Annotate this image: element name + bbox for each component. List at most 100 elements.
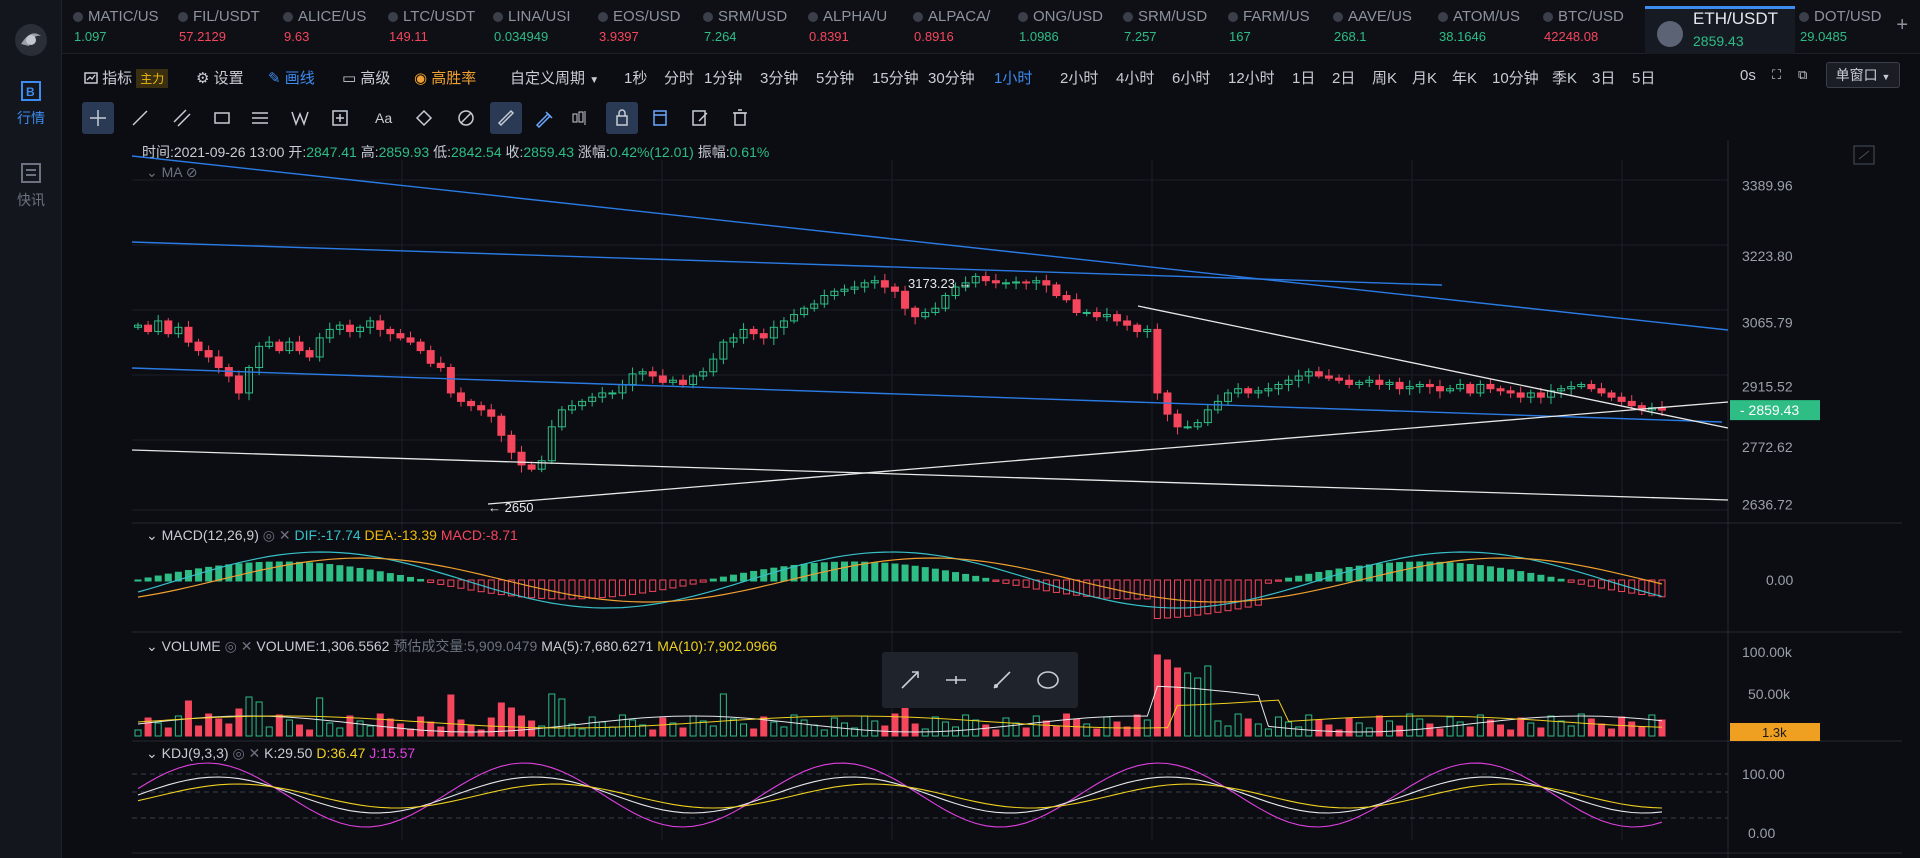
collapse-icon[interactable]: ⌄ [146,164,158,180]
settings-button[interactable]: ⚙ 设置 [196,67,244,88]
volume-bar [1264,728,1272,737]
delete-tool[interactable] [724,102,756,134]
macd-bar [1547,576,1555,582]
ticker-srmusd[interactable]: SRM/USD 7.264 [700,8,804,48]
period-option[interactable]: 分时 [664,70,695,87]
ticker-filusdt[interactable]: FIL/USDT 57.2129 [175,8,279,48]
window-mode-select[interactable]: 单窗口 ▼ [1826,62,1900,88]
period-option[interactable]: 月K [1412,70,1438,87]
lock-tool[interactable] [606,102,638,134]
chart-area[interactable]: 时间:2021-09-26 13:00 开:2847.41 高:2859.93 … [132,140,1902,858]
horizontal-line-icon[interactable] [944,668,968,692]
ellipse-icon[interactable] [1036,668,1060,692]
ma-indicator-label[interactable]: ⌄ MA ⊘ [146,164,198,180]
period-option[interactable]: 12小时 [1228,70,1275,87]
ruler-tool[interactable] [490,102,522,134]
period-option[interactable]: 10分钟 [1492,70,1539,87]
settings-small-icon[interactable]: ◎ [232,745,245,761]
pattern-tool[interactable] [564,102,596,134]
ticker-alphau[interactable]: ALPHA/U 0.8391 [805,8,909,48]
ticker-farmus[interactable]: FARM/US 167 [1225,8,1329,48]
period-option[interactable]: 5分钟 [816,70,855,87]
magnet-tool[interactable] [408,102,440,134]
period-option[interactable]: 6小时 [1172,70,1211,87]
ticker-atomus[interactable]: ATOM/US 38.1646 [1435,8,1539,48]
sidebar-item-news[interactable]: 快讯 [0,162,62,210]
ticker-eosusd[interactable]: EOS/USD 3.9397 [595,8,699,48]
show-drawings-tool[interactable] [644,102,676,134]
macd-bar [1103,579,1111,599]
line-tool[interactable] [124,102,156,134]
sidebar-item-label: 行情 [17,110,45,126]
ticker-btcusd[interactable]: BTC/USD 42248.08 [1540,8,1644,48]
add-ticker-icon[interactable]: + [1896,14,1908,36]
ticker-ongusd[interactable]: ONG/USD 1.0986 [1015,8,1119,48]
logo-icon[interactable] [13,22,49,58]
ticker-srmusd[interactable]: SRM/USD 7.257 [1120,8,1224,48]
period-option[interactable]: 5日 [1632,70,1656,87]
period-option[interactable]: 1小时 [994,70,1033,87]
ticker-ethusdt[interactable]: ETH/USDT 2859.43 [1645,6,1795,54]
volume-bar [164,727,172,737]
period-option[interactable]: 4小时 [1116,70,1155,87]
rect-tool[interactable] [206,102,238,134]
draw-mode-tool[interactable] [528,102,560,134]
candlestick-chart[interactable]: 3389.96 3223.80 3065.79 2915.52 - 2859.43 277… [132,140,1902,858]
text-tool[interactable]: Aa [368,102,400,134]
popout-icon[interactable]: ⧉ [1798,67,1808,82]
ticker-aliceus[interactable]: ALICE/US 9.63 [280,8,384,48]
candle-body [1203,409,1212,424]
volume-bar [356,720,364,737]
advanced-button[interactable]: ▭ 高级 [342,67,390,88]
fib-tool[interactable] [244,102,276,134]
collapse-icon[interactable]: ⌄ [146,745,158,761]
close-small-icon[interactable]: ✕ [278,527,291,543]
edit-tool[interactable] [684,102,716,134]
period-option[interactable]: 周K [1372,70,1398,87]
candle-body [1577,383,1586,388]
period-option[interactable]: 3日 [1592,70,1616,87]
ticker-linausi[interactable]: LINA/USI 0.034949 [490,8,594,48]
eye-hidden-icon[interactable]: ⊘ [185,164,198,180]
candle-body [295,341,304,352]
measure-tool[interactable] [324,102,356,134]
win-rate-button[interactable]: ◉ 高胜率 [414,67,476,88]
custom-period-dropdown[interactable]: 自定义周期 ▼ [510,67,599,88]
period-option[interactable]: 15分钟 [872,70,919,87]
magnet-strong-tool[interactable] [450,102,482,134]
fullscreen-icon[interactable]: ⛶ [1772,67,1782,82]
period-option[interactable]: 年K [1452,70,1478,87]
period-option[interactable]: 3分钟 [760,70,799,87]
ray-icon[interactable] [990,668,1014,692]
wave-tool[interactable] [284,102,316,134]
channel-tool[interactable] [166,102,198,134]
period-option[interactable]: 季K [1552,70,1578,87]
segment-icon[interactable] [898,668,922,692]
close-small-icon[interactable]: ✕ [248,745,261,761]
settings-small-icon[interactable]: ◎ [224,638,237,654]
settings-small-icon[interactable]: ◎ [262,527,275,543]
ticker-ltcusdt[interactable]: LTC/USDT 149.11 [385,8,489,48]
kdj-d-line [137,783,1663,809]
collapse-icon[interactable]: ⌄ [146,638,158,654]
ticker-alpaca[interactable]: ALPACA/0.8916 [910,8,1014,48]
period-option[interactable]: 2小时 [1060,70,1099,87]
period-option[interactable]: 1日 [1292,70,1316,87]
indicator-button[interactable]: 指标 主力 [84,67,169,88]
expand-chart-icon[interactable] [1853,145,1875,165]
volume-bar [1063,713,1071,737]
ticker-maticus[interactable]: MATIC/US 1.097 [70,8,174,48]
period-option[interactable]: 30分钟 [928,70,975,87]
draw-button[interactable]: ✎ 画线 [268,67,315,88]
period-option[interactable]: 1秒 [624,70,648,87]
close-small-icon[interactable]: ✕ [240,638,253,654]
candle-body [1193,422,1202,428]
ticker-dotusd[interactable]: DOT/USD 29.0485 [1796,8,1900,48]
period-option[interactable]: 2日 [1332,70,1356,87]
period-option[interactable]: 1分钟 [704,70,743,87]
sidebar-item-market[interactable]: B 行情 [0,80,62,128]
collapse-icon[interactable]: ⌄ [146,527,158,543]
volume-bar [1274,716,1282,737]
ticker-aaveus[interactable]: AAVE/US 268.1 [1330,8,1434,48]
crosshair-tool[interactable] [82,102,114,134]
